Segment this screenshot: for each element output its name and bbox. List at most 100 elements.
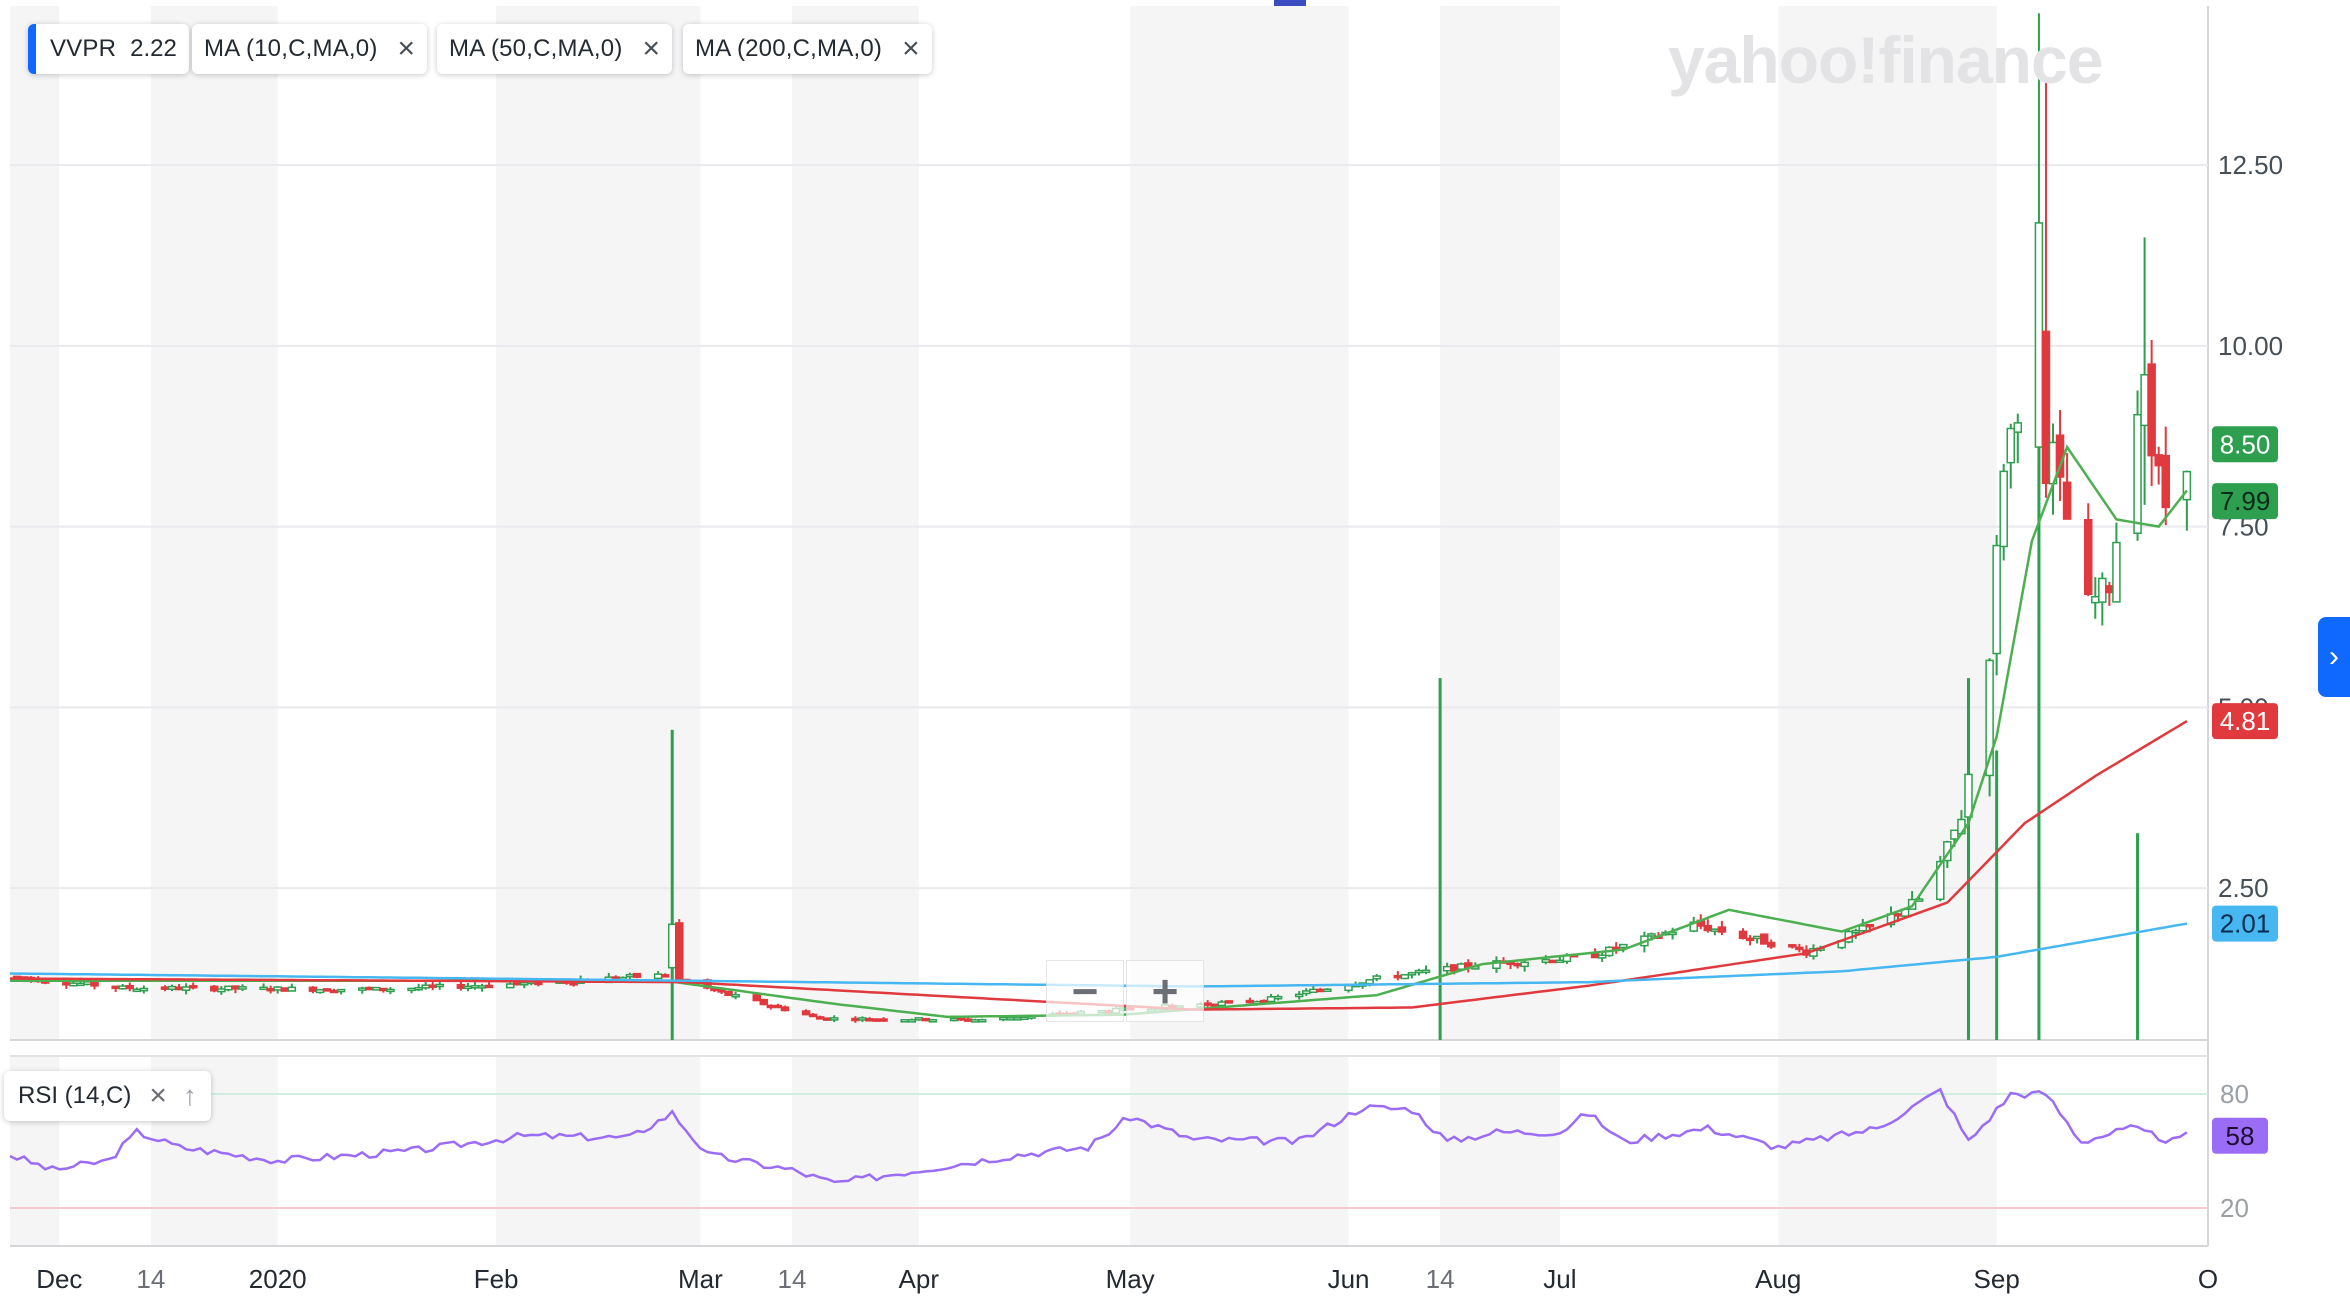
price-tag-label: 8.50 — [2220, 429, 2271, 459]
candle-body — [766, 1004, 776, 1009]
arrow-up-icon[interactable]: ↑ — [182, 1080, 197, 1111]
shaded-band — [1440, 6, 1560, 1040]
candle-body — [1703, 924, 1713, 932]
candle-body — [2133, 413, 2142, 534]
candle-body — [1245, 999, 1255, 1004]
y-tick-label: 12.50 — [2218, 150, 2283, 180]
zoom-out-button[interactable]: − — [1046, 960, 1124, 1022]
candle-body — [1365, 979, 1374, 985]
candle-body — [167, 985, 177, 990]
candle-body — [315, 989, 325, 994]
candle-body — [731, 994, 740, 998]
candle-body — [421, 984, 430, 989]
close-icon[interactable]: × — [902, 32, 920, 65]
rsi-tick-label: 80 — [2220, 1079, 2249, 1109]
indicator-chip-ma10[interactable]: MA (10,C,MA,0) × — [192, 24, 428, 74]
volume-bar — [2136, 833, 2140, 1040]
candle-body — [1759, 933, 1769, 945]
candle-body — [1294, 993, 1304, 998]
candle-body — [231, 985, 240, 990]
expand-panel-button[interactable]: › — [2318, 617, 2350, 697]
x-tick-label: Jun — [1328, 1264, 1370, 1294]
close-icon[interactable]: × — [642, 32, 661, 65]
candle-body — [1344, 984, 1353, 992]
candle-body — [357, 987, 367, 991]
candle-body — [224, 985, 233, 991]
indicator-chip-ma200[interactable]: MA (200,C,MA,0) × — [683, 24, 932, 74]
candle-body — [1964, 773, 1973, 818]
candle-body — [69, 982, 78, 987]
candle-body — [667, 923, 677, 969]
candle-body — [76, 982, 85, 987]
candle-body — [1203, 1002, 1212, 1006]
candle-body — [759, 998, 769, 1006]
close-icon[interactable]: × — [397, 32, 416, 65]
candle-body — [1217, 1001, 1226, 1007]
candle-body — [1788, 944, 1797, 948]
x-tick-label: 14 — [1426, 1264, 1455, 1294]
y-tick-label: 10.00 — [2218, 331, 2283, 361]
candle-body — [1858, 925, 1868, 932]
x-tick-label: Jul — [1543, 1264, 1576, 1294]
candle-body — [1309, 988, 1318, 993]
candle-body — [1266, 996, 1276, 1003]
candle-body — [118, 985, 127, 990]
candle-body — [1323, 988, 1332, 992]
candle-body — [1541, 958, 1551, 963]
rsi-tick-label: 20 — [2220, 1193, 2249, 1223]
x-tick-label: Mar — [678, 1264, 723, 1294]
candle-body — [914, 1017, 924, 1021]
candle-body — [1597, 954, 1607, 959]
candle-body — [407, 987, 416, 992]
shaded-band — [10, 6, 60, 1040]
candle-body — [520, 982, 529, 986]
symbol-chip-vvpr[interactable]: VVPR 2.22 — [28, 24, 189, 74]
candle-body — [830, 1017, 839, 1021]
rsi-tag-label: 58 — [2226, 1121, 2255, 1151]
candle-body — [1851, 929, 1861, 934]
candle-body — [505, 983, 515, 989]
candle-body — [1710, 928, 1720, 932]
candle-body — [653, 973, 663, 980]
candle-body — [139, 987, 149, 992]
candle-body — [428, 984, 437, 988]
price-tag-box — [2212, 483, 2278, 520]
candle-body — [2105, 585, 2114, 594]
indicator-label-ma10: MA (10,C,MA,0) — [204, 35, 378, 62]
close-icon[interactable]: × — [149, 1079, 167, 1112]
candle-body — [1999, 470, 2008, 548]
candle-body — [273, 986, 282, 991]
volume-bar — [1995, 750, 1999, 1040]
candle-body — [1745, 937, 1755, 942]
candle-body — [956, 1017, 966, 1021]
x-tick-label: May — [1106, 1264, 1155, 1294]
rsi-indicator-chip[interactable]: RSI (14,C) × ↑ — [4, 1071, 211, 1121]
zoom-in-button[interactable]: + — [1126, 960, 1204, 1022]
yahoo-finance-logo: yahoo!finance — [1668, 23, 2103, 97]
candle-body — [217, 988, 226, 993]
indicator-chip-ma50[interactable]: MA (50,C,MA,0) × — [437, 24, 673, 74]
candle-body — [625, 973, 635, 978]
candle-body — [336, 988, 346, 993]
top-drag-handle[interactable] — [1274, 0, 1306, 6]
price-tag-box — [2212, 905, 2278, 942]
candle-body — [2182, 470, 2192, 501]
shaded-band — [1440, 1056, 1560, 1246]
candle-body — [1449, 964, 1459, 972]
candle-body — [308, 986, 318, 992]
candle-body — [470, 985, 480, 989]
shaded-band — [791, 1056, 919, 1246]
candle-body — [752, 994, 762, 1002]
candle-body — [512, 981, 522, 986]
candle-body — [2140, 374, 2149, 427]
volume-bar — [2037, 419, 2041, 1041]
candle-body — [372, 986, 381, 991]
price-tag-label: 7.99 — [2220, 486, 2271, 516]
candle-body — [266, 987, 275, 992]
candle-body — [2154, 454, 2163, 467]
candle-body — [907, 1019, 916, 1023]
candle-body — [2062, 481, 2072, 520]
shaded-band — [150, 6, 278, 1040]
indicator-label-ma200: MA (200,C,MA,0) — [695, 35, 883, 62]
